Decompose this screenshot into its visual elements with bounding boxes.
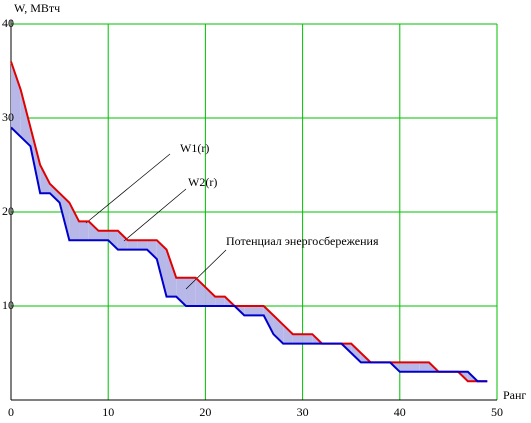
saving-area [98, 230, 109, 241]
series-line [10, 126, 488, 383]
saving-area [419, 362, 429, 372]
saving-area [156, 240, 167, 297]
saving-area [79, 221, 89, 241]
saving-area [302, 334, 313, 344]
annotation: W1(r) [180, 141, 209, 155]
saving-area [117, 230, 128, 250]
saving-area [263, 306, 274, 335]
leader-line [123, 188, 187, 242]
saving-area [166, 249, 177, 297]
saving-area [254, 306, 264, 316]
x-tick-label: 50 [491, 405, 503, 419]
saving-area [409, 362, 420, 372]
saving-area [127, 240, 138, 250]
y-axis-label: W, МВтч [14, 1, 60, 15]
annotation: W2(r) [188, 175, 217, 189]
y-tick-label: 40 [2, 16, 14, 30]
leader-line [85, 153, 171, 224]
annotation: Потенциал энергосбережения [226, 234, 379, 248]
saving-area [399, 362, 410, 372]
x-tick-label: 30 [297, 405, 309, 419]
saving-area [351, 343, 361, 363]
saving-area [49, 183, 60, 203]
leader-line [185, 249, 227, 290]
saving-area [20, 89, 31, 147]
saving-area [40, 165, 50, 194]
saving-area [244, 306, 254, 316]
saving-area [11, 61, 21, 137]
saving-area [108, 230, 118, 250]
x-tick-label: 10 [102, 405, 114, 419]
saving-area [205, 287, 216, 306]
x-tick-label: 0 [8, 405, 14, 419]
saving-area [195, 277, 206, 306]
saving-area [137, 240, 148, 250]
x-tick-label: 40 [394, 405, 406, 419]
x-axis-label: Ранг [503, 388, 526, 402]
saving-area [69, 202, 80, 241]
y-tick-label: 10 [2, 298, 14, 312]
saving-area [292, 334, 303, 344]
saving-area [283, 324, 293, 344]
saving-area [147, 240, 157, 259]
saving-area [185, 277, 196, 306]
x-tick-label: 20 [199, 405, 211, 419]
y-tick-label: 20 [2, 204, 14, 218]
saving-area [88, 221, 99, 241]
y-tick-label: 30 [2, 110, 14, 124]
saving-area [215, 296, 225, 306]
series-line [10, 61, 488, 383]
saving-area [176, 277, 186, 306]
